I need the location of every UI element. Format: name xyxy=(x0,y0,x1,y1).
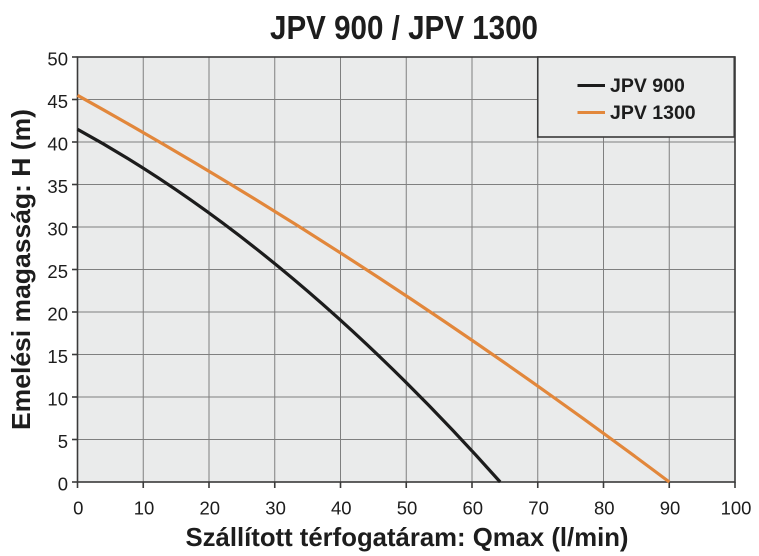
svg-text:Emelési magasság: H (m): Emelési magasság: H (m) xyxy=(6,109,36,430)
svg-text:0: 0 xyxy=(58,474,68,495)
svg-text:0: 0 xyxy=(73,497,83,518)
svg-text:5: 5 xyxy=(58,431,68,452)
svg-text:80: 80 xyxy=(594,497,615,518)
svg-text:15: 15 xyxy=(47,346,68,367)
svg-text:40: 40 xyxy=(331,497,352,518)
svg-text:20: 20 xyxy=(200,497,221,518)
svg-text:35: 35 xyxy=(47,176,68,197)
svg-text:25: 25 xyxy=(47,261,68,282)
svg-text:30: 30 xyxy=(265,497,286,518)
svg-text:45: 45 xyxy=(47,91,68,112)
svg-text:20: 20 xyxy=(47,304,68,325)
svg-text:40: 40 xyxy=(47,134,68,155)
svg-text:100: 100 xyxy=(721,497,752,518)
svg-text:70: 70 xyxy=(528,497,549,518)
svg-text:10: 10 xyxy=(47,389,68,410)
svg-text:Szállított térfogatáram: Qmax: Szállított térfogatáram: Qmax (l/min) xyxy=(186,522,629,552)
svg-text:90: 90 xyxy=(660,497,681,518)
svg-text:JPV 1300: JPV 1300 xyxy=(610,102,696,124)
svg-text:60: 60 xyxy=(463,497,484,518)
svg-text:50: 50 xyxy=(47,49,68,70)
svg-text:10: 10 xyxy=(134,497,155,518)
svg-text:JPV 900: JPV 900 xyxy=(610,75,685,97)
svg-text:JPV 900 / JPV 1300: JPV 900 / JPV 1300 xyxy=(270,9,538,46)
svg-text:50: 50 xyxy=(397,497,418,518)
svg-text:30: 30 xyxy=(47,219,68,240)
